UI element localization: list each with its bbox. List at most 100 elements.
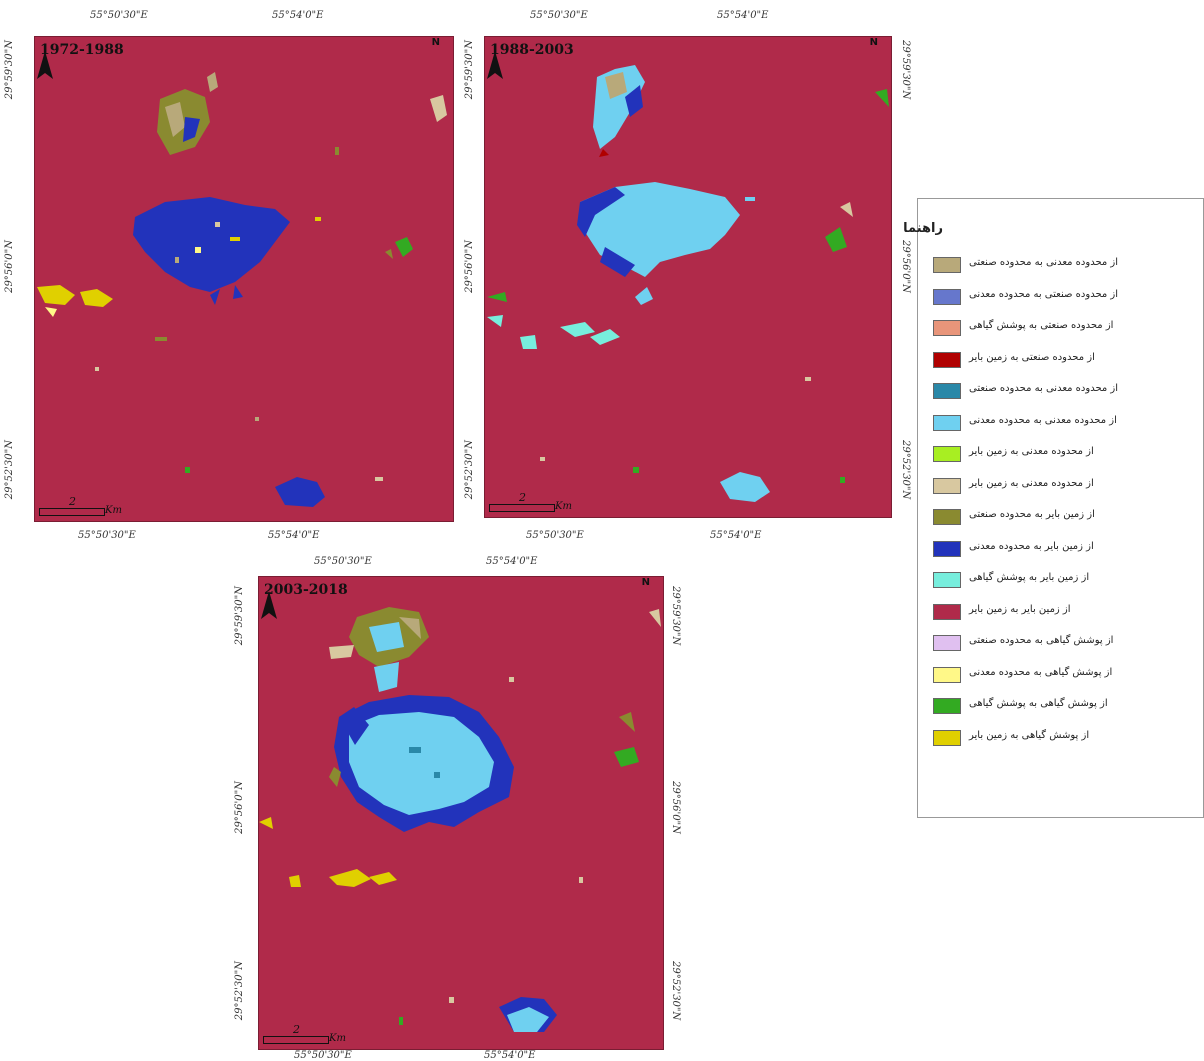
north-label: N xyxy=(869,37,878,48)
north-arrow-icon xyxy=(37,51,53,79)
top-lon-label: 55°54'0"E xyxy=(272,10,324,21)
legend-label: از محدوده صنعتی به پوشش گیاهی xyxy=(969,320,1114,331)
period-title: 1972-1988 xyxy=(40,42,124,58)
legend-item: از زمین بایر به پوشش گیاهی xyxy=(933,570,1204,588)
legend-label: از محدوده معدنی به زمین بایر xyxy=(969,446,1094,457)
legend-swatch xyxy=(933,257,961,273)
right-lat-label: 29°52'30"N xyxy=(670,961,681,1021)
map-frame: 1988-2003 N 2 Km xyxy=(484,36,892,518)
legend-swatch xyxy=(933,509,961,525)
left-lat-label: 29°52'30"N xyxy=(4,440,15,500)
top-lon-label: 55°54'0"E xyxy=(486,556,538,567)
left-lat-label: 29°56'0"N xyxy=(464,240,475,293)
bottom-lon-label: 55°54'0"E xyxy=(484,1050,536,1061)
right-lat-label: 29°52'30"N xyxy=(900,440,911,500)
legend-swatch xyxy=(933,635,961,651)
map-panel-1972-1988: 55°50'30"E 55°54'0"E 29°59'30"N 29°56'0"… xyxy=(0,0,460,550)
legend-swatch xyxy=(933,540,961,557)
legend-swatch xyxy=(933,729,961,746)
bottom-lon-label: 55°54'0"E xyxy=(710,530,762,541)
legend-label: از زمین بایر به محدوده معدنی xyxy=(969,540,1094,552)
scale-unit: Km xyxy=(555,501,572,512)
legend-item: از زمین بایر به محدوده صنعتی xyxy=(933,507,1204,525)
legend-label: از پوشش گیاهی به پوشش گیاهی xyxy=(969,698,1108,709)
legend-label: از پوشش گیاهی به محدوده معدنی xyxy=(969,666,1113,678)
legend-swatch xyxy=(933,383,961,399)
legend-label: از محدوده صنعتی به محدوده معدنی xyxy=(969,288,1119,300)
right-lat-label: 29°59'30"N xyxy=(670,586,681,646)
bottom-lon-label: 55°54'0"E xyxy=(268,530,320,541)
bottom-lon-label: 55°50'30"E xyxy=(526,530,584,541)
scale-unit: Km xyxy=(329,1033,346,1044)
right-lat-label: 29°56'0"N xyxy=(900,240,911,293)
period-title: 2003-2018 xyxy=(264,582,348,598)
legend-swatch xyxy=(933,351,961,368)
north-label: N xyxy=(431,37,440,48)
bottom-lon-label: 55°50'30"E xyxy=(78,530,136,541)
scale-bar: 2 Km xyxy=(263,1023,353,1045)
scale-bar: 2 Km xyxy=(39,495,129,517)
legend-item: از پوشش گیاهی به محدوده معدنی xyxy=(933,665,1204,683)
legend-item: از محدوده صنعتی به محدوده معدنی xyxy=(933,287,1204,305)
left-lat-label: 29°59'30"N xyxy=(464,40,475,100)
right-lat-label: 29°56'0"N xyxy=(670,781,681,834)
left-lat-label: 29°52'30"N xyxy=(234,961,245,1021)
legend-label: از محدوده معدنی به محدوده معدنی xyxy=(969,414,1117,426)
legend-item: از محدوده معدنی به محدوده صنعتی xyxy=(933,381,1204,399)
legend-item: از پوشش گیاهی به زمین بایر xyxy=(933,728,1204,746)
legend-label: از محدوده معدنی به محدوده صنعتی xyxy=(969,257,1119,268)
legend-swatch xyxy=(933,414,961,431)
scale-value: 2 xyxy=(519,491,526,504)
legend-item: از محدوده صنعتی به پوشش گیاهی xyxy=(933,318,1204,336)
legend-swatch xyxy=(933,477,961,494)
legend-label: از زمین بایر به محدوده صنعتی xyxy=(969,509,1095,520)
legend-title: راهنما xyxy=(903,221,943,236)
legend-item: از محدوده معدنی به محدوده معدنی xyxy=(933,413,1204,431)
map-frame: 2003-2018 N 2 Km xyxy=(258,576,664,1050)
left-lat-label: 29°56'0"N xyxy=(234,781,245,834)
legend-item: از زمین بایر به زمین بایر xyxy=(933,602,1204,620)
legend-swatch xyxy=(933,446,961,462)
map-panel-2003-2018: 55°50'30"E 55°54'0"E 29°59'30"N 29°56'0"… xyxy=(230,556,690,1061)
land-change-map xyxy=(487,65,889,502)
scale-box xyxy=(489,504,555,512)
legend-swatch xyxy=(933,666,961,683)
legend-label: از پوشش گیاهی به محدوده صنعتی xyxy=(969,635,1114,646)
legend-item: از محدوده معدنی به زمین بایر xyxy=(933,476,1204,494)
legend-label: از محدوده صنعتی به زمین بایر xyxy=(969,351,1095,363)
north-arrow-icon xyxy=(261,591,277,619)
legend-swatch xyxy=(933,698,961,714)
period-title: 1988-2003 xyxy=(490,42,574,58)
scale-box xyxy=(39,508,105,516)
bottom-lon-label: 55°50'30"E xyxy=(294,1050,352,1061)
scale-box xyxy=(263,1036,329,1044)
left-lat-label: 29°59'30"N xyxy=(234,586,245,646)
map-panel-1988-2003: 55°50'30"E 55°54'0"E 29°59'30"N 29°56'0"… xyxy=(460,0,920,550)
top-lon-label: 55°50'30"E xyxy=(314,556,372,567)
legend-item: از محدوده معدنی به زمین بایر xyxy=(933,444,1204,462)
legend-item: از پوشش گیاهی به محدوده صنعتی xyxy=(933,633,1204,651)
north-label: N xyxy=(641,577,650,588)
top-lon-label: 55°54'0"E xyxy=(717,10,769,21)
right-lat-label: 29°59'30"N xyxy=(900,40,911,100)
legend-item: از زمین بایر به محدوده معدنی xyxy=(933,539,1204,557)
legend-label: از زمین بایر به زمین بایر xyxy=(969,603,1071,615)
left-lat-label: 29°59'30"N xyxy=(4,40,15,100)
land-change-map xyxy=(37,72,447,507)
legend-item: از محدوده معدنی به محدوده صنعتی xyxy=(933,255,1204,273)
legend-swatch xyxy=(933,320,961,336)
scale-value: 2 xyxy=(293,1023,300,1036)
top-lon-label: 55°50'30"E xyxy=(530,10,588,21)
legend-label: از محدوده معدنی به محدوده صنعتی xyxy=(969,383,1119,394)
legend-swatch xyxy=(933,288,961,305)
north-arrow-icon xyxy=(487,51,503,79)
legend-label: از زمین بایر به پوشش گیاهی xyxy=(969,572,1090,583)
land-change-map xyxy=(259,607,661,1032)
legend-label: از پوشش گیاهی به زمین بایر xyxy=(969,729,1090,741)
scale-bar: 2 Km xyxy=(489,491,579,513)
scale-unit: Km xyxy=(105,505,122,516)
legend-swatch xyxy=(933,572,961,588)
legend-swatch xyxy=(933,603,961,620)
top-lon-label: 55°50'30"E xyxy=(90,10,148,21)
left-lat-label: 29°56'0"N xyxy=(4,240,15,293)
